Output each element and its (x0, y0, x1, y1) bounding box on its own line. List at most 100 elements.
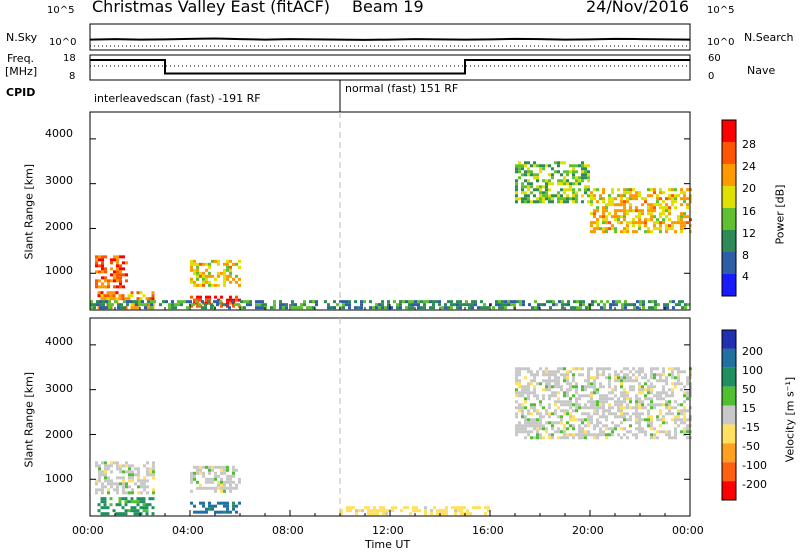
vel-echo-cell (460, 506, 463, 510)
vel-echo-cell (521, 388, 524, 392)
power-echo-cell (515, 179, 518, 183)
vel-echo-cell (578, 394, 581, 398)
vel-echo-cell (229, 486, 232, 490)
vel-echo-cell (124, 509, 128, 513)
vel-echo-cell (542, 394, 545, 398)
vel-echo-cell (143, 476, 146, 480)
power-echo-cell (533, 200, 536, 204)
power-echo-cell (495, 303, 498, 307)
power-echo-cell (572, 197, 575, 201)
vel-echo-cell (596, 412, 599, 416)
power-echo-cell (438, 303, 441, 307)
vel-echo-cell (566, 376, 569, 380)
vel-echo-cell (557, 400, 560, 404)
vel-echo-cell (539, 400, 542, 404)
power-echo-cell (196, 268, 199, 272)
power-echo-cell (587, 173, 590, 177)
power-echo-cell (515, 191, 518, 195)
power-echo-cell (672, 300, 675, 304)
power-echo-cell (228, 306, 231, 310)
power-echo-cell (623, 191, 626, 195)
power-echo-cell (623, 218, 626, 222)
power-echo-cell (372, 306, 375, 310)
power-echo-cell (214, 259, 217, 263)
vel-echo-cell (554, 412, 557, 416)
vel-echo-cell (430, 512, 433, 516)
power-echo-cell (545, 188, 548, 192)
vel-echo-cell (439, 509, 442, 513)
vel-echo-cell (101, 482, 104, 486)
power-echo-cell (641, 203, 644, 207)
vel-echo-cell (521, 406, 524, 410)
power-echo-cell (190, 268, 193, 272)
vel-echo-cell (202, 504, 205, 508)
power-echo-cell (602, 209, 605, 213)
power-echo-cell (533, 176, 536, 180)
power-echo-cell (102, 300, 105, 304)
power-echo-cell (232, 277, 235, 281)
vel-echo-cell (106, 506, 110, 510)
vel-echo-cell (122, 482, 125, 486)
power-echo-cell (229, 265, 232, 269)
vel-echo-cell (533, 418, 536, 422)
vel-echo-cell (101, 470, 104, 474)
power-echo-cell (612, 300, 615, 304)
vel-echo-cell (563, 427, 566, 431)
power-echo-cell (98, 255, 101, 259)
vel-echo-cell (578, 427, 581, 431)
vel-echo-cell (515, 376, 518, 380)
vel-echo-cell (659, 394, 662, 398)
vel-echo-cell (686, 394, 689, 398)
power-echo-cell (196, 265, 199, 269)
power-echo-cell (235, 274, 238, 278)
vel-echo-cell (542, 436, 545, 440)
vel-echo-cell (635, 427, 638, 431)
power-echo-cell (668, 197, 671, 201)
vel-echo-cell (614, 376, 617, 380)
power-echo-cell (414, 300, 417, 304)
vel-echo-cell (641, 403, 644, 407)
vel-echo-cell (605, 433, 608, 437)
vel-echo-cell (95, 464, 98, 468)
power-echo-cell (599, 194, 602, 198)
vel-echo-cell (686, 379, 689, 383)
vel-echo-cell (650, 424, 653, 428)
power-echo-cell (642, 300, 645, 304)
vel-echo-cell (361, 509, 364, 513)
power-echo-cell (258, 300, 261, 304)
vel-echo-cell (515, 412, 518, 416)
vel-echo-cell (107, 464, 110, 468)
vel-echo-cell (536, 430, 539, 434)
power-echo-cell (530, 182, 533, 186)
power-echo-cell (545, 185, 548, 189)
vel-echo-cell (551, 394, 554, 398)
vel-echo-cell (122, 470, 125, 474)
vel-echo-cell (122, 464, 125, 468)
vel-echo-cell (196, 465, 199, 469)
power-echo-cell (569, 182, 572, 186)
power-echo-cell (95, 264, 98, 268)
power-echo-cell (632, 194, 635, 198)
power-echo-cell (590, 224, 593, 228)
power-echo-cell (205, 277, 208, 281)
vel-echo-cell (518, 394, 521, 398)
vel-echo-cell (566, 379, 569, 383)
vel-echo-cell (587, 406, 590, 410)
vel-echo-cell (515, 430, 518, 434)
vel-echo-cell (581, 388, 584, 392)
vel-echo-cell (638, 415, 641, 419)
power-echo-cell (623, 206, 626, 210)
vel-echo-cell (524, 421, 527, 425)
power-echo-cell (303, 300, 306, 304)
power-echo-cell (621, 306, 624, 310)
power-echo-cell (683, 200, 686, 204)
vel-echo-cell (593, 427, 596, 431)
power-echo-cell (519, 303, 522, 307)
power-echo-cell (563, 188, 566, 192)
vel-echo-cell (587, 421, 590, 425)
vel-echo-cell (121, 497, 125, 501)
power-echo-cell (683, 191, 686, 195)
power-echo-cell (603, 303, 606, 307)
vel-echo-cell (629, 397, 632, 401)
power-echo-cell (246, 300, 249, 304)
